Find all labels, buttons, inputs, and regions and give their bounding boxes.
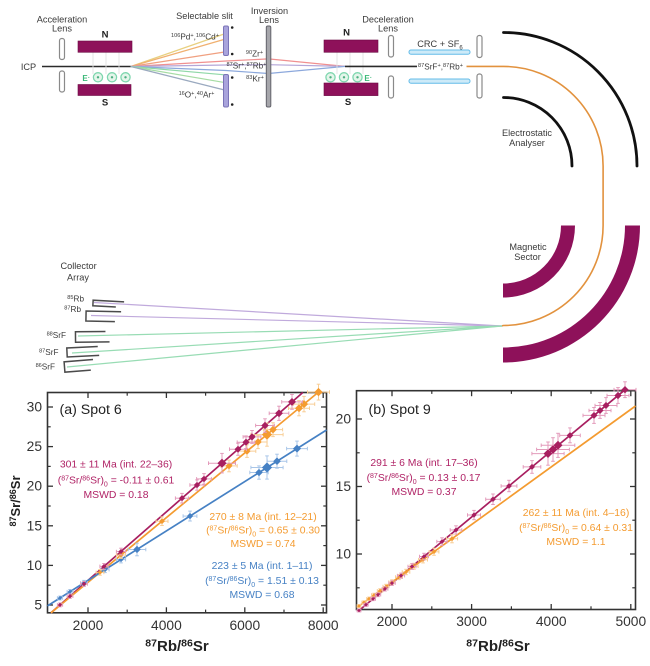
svg-text:20: 20	[27, 479, 43, 494]
svg-text:301 ± 11 Ma (int. 22–36): 301 ± 11 Ma (int. 22–36)	[60, 460, 172, 471]
svg-text:4000: 4000	[536, 614, 567, 629]
svg-text:15: 15	[27, 518, 43, 533]
svg-text:(a) Spot 6: (a) Spot 6	[60, 402, 122, 418]
svg-text:2000: 2000	[377, 614, 408, 629]
svg-text:MSWD = 0.37: MSWD = 0.37	[392, 487, 457, 498]
svg-text:MSWD = 0.68: MSWD = 0.68	[230, 590, 295, 601]
svg-text:3000: 3000	[456, 614, 487, 629]
svg-text:MSWD = 1.1: MSWD = 1.1	[546, 537, 605, 548]
svg-text:30: 30	[27, 400, 43, 415]
svg-text:10: 10	[27, 558, 43, 573]
svg-text:8000: 8000	[308, 618, 339, 633]
svg-text:4000: 4000	[151, 618, 182, 633]
svg-text:N: N	[102, 30, 109, 41]
svg-text:5: 5	[34, 598, 42, 613]
svg-text:Analyser: Analyser	[509, 138, 545, 148]
svg-text:ICP: ICP	[21, 62, 36, 72]
svg-text:25: 25	[27, 439, 43, 454]
svg-text:Collector: Collector	[60, 261, 96, 271]
svg-text:Selectable slit: Selectable slit	[176, 11, 233, 21]
svg-text:MSWD = 0.18: MSWD = 0.18	[84, 490, 149, 501]
svg-text:S: S	[102, 98, 108, 109]
svg-text:Lens: Lens	[378, 24, 398, 34]
svg-text:S: S	[345, 97, 351, 108]
svg-text:87SrF+,87Rb+: 87SrF+,87Rb+	[418, 63, 463, 72]
svg-text:5000: 5000	[615, 614, 646, 629]
svg-text:Lens: Lens	[52, 24, 72, 34]
svg-text:262 ± 11 Ma (int. 4–16): 262 ± 11 Ma (int. 4–16)	[523, 508, 630, 519]
svg-text:MSWD = 0.74: MSWD = 0.74	[231, 539, 296, 550]
svg-text:10: 10	[336, 547, 352, 562]
svg-text:2000: 2000	[73, 618, 104, 633]
svg-text:(b) Spot 9: (b) Spot 9	[369, 402, 431, 418]
svg-text:Array: Array	[67, 273, 89, 283]
svg-text:291 ± 6 Ma (int. 17–36): 291 ± 6 Ma (int. 17–36)	[370, 458, 477, 469]
svg-text:16O+,40Ar+: 16O+,40Ar+	[179, 91, 215, 100]
svg-text:Magnetic: Magnetic	[509, 242, 547, 252]
svg-text:Sector: Sector	[514, 252, 541, 262]
svg-text:270 ± 8 Ma (int. 12–21): 270 ± 8 Ma (int. 12–21)	[209, 512, 316, 523]
svg-text:223 ± 5 Ma (int. 1–11): 223 ± 5 Ma (int. 1–11)	[212, 561, 313, 572]
svg-text:15: 15	[336, 479, 352, 494]
svg-text:6000: 6000	[229, 618, 260, 633]
svg-text:20: 20	[336, 412, 352, 427]
svg-text:Electrostatic: Electrostatic	[502, 128, 552, 138]
svg-text:Lens: Lens	[259, 15, 279, 25]
svg-text:N: N	[343, 28, 350, 39]
